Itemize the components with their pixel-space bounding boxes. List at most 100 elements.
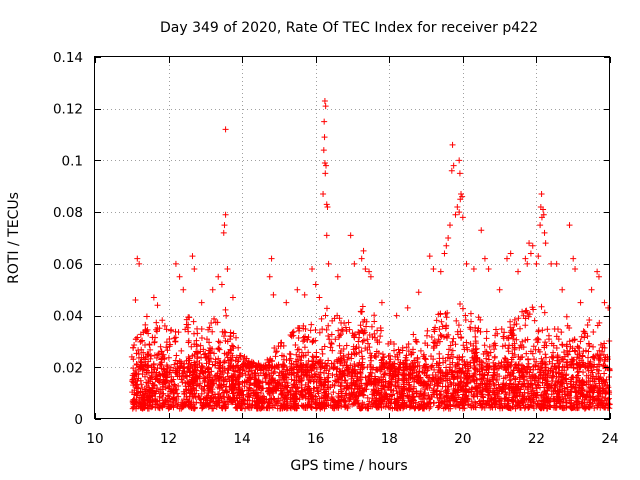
data-point bbox=[519, 338, 526, 345]
data-point bbox=[133, 360, 140, 367]
data-point bbox=[346, 390, 353, 397]
data-point bbox=[545, 332, 552, 339]
data-point bbox=[255, 377, 262, 384]
data-point bbox=[141, 373, 148, 380]
data-point bbox=[461, 370, 468, 377]
data-point bbox=[452, 341, 459, 348]
data-point bbox=[192, 393, 199, 400]
data-point bbox=[417, 347, 424, 354]
data-point bbox=[413, 390, 420, 397]
data-point bbox=[324, 397, 331, 404]
data-point bbox=[517, 374, 524, 381]
data-point bbox=[141, 396, 148, 403]
data-point bbox=[205, 378, 212, 385]
peak-point bbox=[430, 266, 437, 273]
data-point bbox=[206, 339, 213, 346]
data-point bbox=[524, 403, 531, 410]
data-point bbox=[474, 358, 481, 365]
peak-point bbox=[393, 312, 400, 319]
data-point bbox=[541, 309, 548, 316]
data-point bbox=[594, 386, 601, 393]
data-point bbox=[547, 367, 554, 374]
data-point bbox=[164, 371, 171, 378]
data-point bbox=[505, 404, 512, 411]
data-point bbox=[602, 402, 609, 409]
data-point bbox=[556, 358, 563, 365]
data-point bbox=[175, 382, 182, 389]
data-point bbox=[310, 354, 317, 361]
data-point bbox=[358, 374, 365, 381]
data-point bbox=[491, 354, 498, 361]
data-point bbox=[336, 342, 343, 349]
data-point bbox=[150, 360, 157, 367]
data-point bbox=[298, 378, 305, 385]
data-point bbox=[329, 372, 336, 379]
data-point bbox=[447, 342, 454, 349]
data-point bbox=[241, 383, 248, 390]
data-point bbox=[430, 386, 437, 393]
data-point bbox=[580, 369, 587, 376]
data-point bbox=[319, 350, 326, 357]
data-point bbox=[589, 384, 596, 391]
data-point bbox=[145, 405, 152, 412]
data-point bbox=[554, 388, 561, 395]
data-point bbox=[371, 330, 378, 337]
peak-point bbox=[266, 273, 273, 280]
data-point bbox=[192, 362, 199, 369]
data-point bbox=[321, 382, 328, 389]
data-point bbox=[498, 364, 505, 371]
data-point bbox=[309, 374, 316, 381]
data-point bbox=[304, 362, 311, 369]
data-point bbox=[462, 368, 469, 375]
data-point bbox=[172, 387, 179, 394]
data-point bbox=[508, 376, 515, 383]
data-point bbox=[396, 395, 403, 402]
data-point bbox=[312, 373, 319, 380]
data-point bbox=[278, 391, 285, 398]
data-point bbox=[199, 404, 206, 411]
data-point bbox=[410, 374, 417, 381]
data-point bbox=[143, 313, 150, 320]
data-point bbox=[547, 403, 554, 410]
data-point bbox=[322, 360, 329, 367]
data-point bbox=[335, 394, 342, 401]
data-point bbox=[145, 351, 152, 358]
data-point bbox=[317, 380, 324, 387]
data-point bbox=[399, 371, 406, 378]
data-point bbox=[212, 356, 219, 363]
peak-point bbox=[540, 211, 547, 218]
data-point bbox=[395, 369, 402, 376]
data-point bbox=[242, 357, 249, 364]
data-point bbox=[199, 363, 206, 370]
data-point bbox=[394, 354, 401, 361]
data-point bbox=[399, 387, 406, 394]
peak-point bbox=[527, 250, 534, 257]
data-point bbox=[474, 367, 481, 374]
data-point bbox=[509, 403, 516, 410]
data-point bbox=[186, 393, 193, 400]
peak-point bbox=[191, 266, 198, 273]
peak-point bbox=[322, 103, 329, 110]
data-point bbox=[310, 362, 317, 369]
data-point bbox=[581, 363, 588, 370]
data-point bbox=[407, 366, 414, 373]
data-point bbox=[409, 388, 416, 395]
data-point bbox=[341, 372, 348, 379]
data-point bbox=[477, 381, 484, 388]
data-point bbox=[434, 394, 441, 401]
data-point bbox=[528, 402, 535, 409]
data-point bbox=[442, 373, 449, 380]
data-point bbox=[355, 328, 362, 335]
data-point bbox=[535, 346, 542, 353]
data-point bbox=[574, 351, 581, 358]
data-point bbox=[438, 318, 445, 325]
peak-point bbox=[566, 222, 573, 229]
data-point bbox=[551, 326, 558, 333]
data-point bbox=[435, 399, 442, 406]
data-point bbox=[472, 333, 479, 340]
peak-point bbox=[538, 191, 545, 198]
peak-point bbox=[224, 266, 231, 273]
data-point bbox=[380, 384, 387, 391]
data-point bbox=[586, 317, 593, 324]
data-point bbox=[178, 347, 185, 354]
